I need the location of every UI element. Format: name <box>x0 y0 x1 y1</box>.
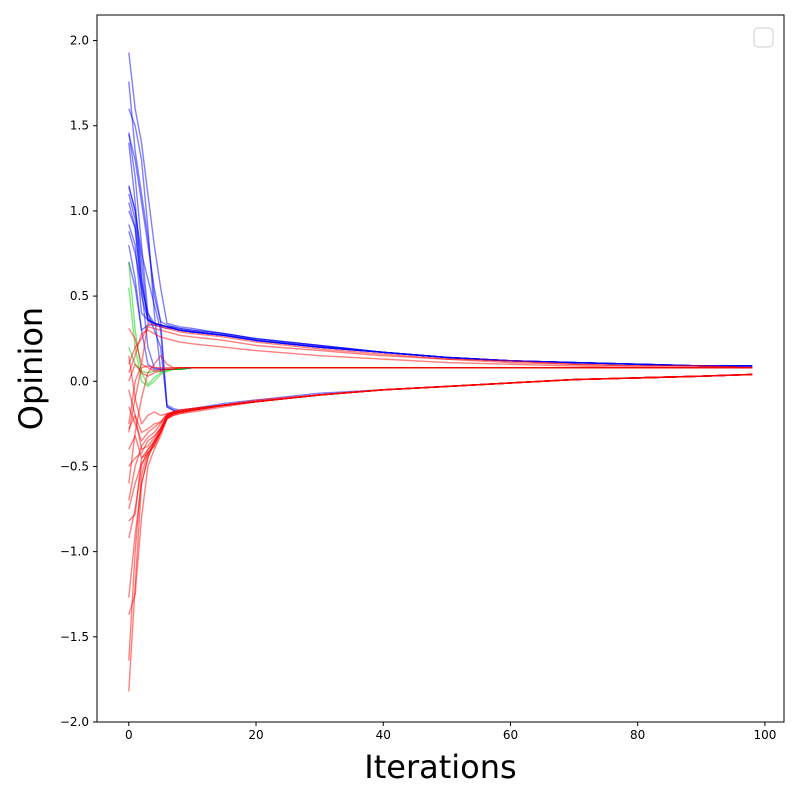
plot-frame <box>96 14 785 723</box>
series-line-blue-9 <box>128 244 753 367</box>
x-tick-label: 100 <box>753 728 776 742</box>
series-line-red-21 <box>128 373 753 510</box>
x-tick-label: 20 <box>248 728 263 742</box>
y-tick-label: 0.0 <box>70 374 89 388</box>
y-tick-label: −2.0 <box>60 715 89 729</box>
y-tick-label: 1.5 <box>70 119 89 133</box>
y-axis-title: Opinion <box>12 307 50 430</box>
y-tick-label: −1.0 <box>60 545 89 559</box>
y-tick-label: −0.5 <box>60 459 89 473</box>
y-tick-label: −1.5 <box>60 630 89 644</box>
series-layer <box>128 52 753 692</box>
x-tick-label: 40 <box>376 728 391 742</box>
x-tick-label: 60 <box>503 728 518 742</box>
series-line-red-2 <box>128 326 753 369</box>
series-line-red-3 <box>128 329 753 374</box>
legend-box <box>753 27 774 48</box>
x-tick-label: 80 <box>630 728 645 742</box>
x-axis-title: Iterations <box>364 748 516 786</box>
y-tick-label: 1.0 <box>70 204 89 218</box>
y-axis-ticks: −2.0 −1.5 −1.0 −0.5 0.0 0.5 1.0 1.5 2.0 <box>60 34 97 729</box>
series-line-red-7 <box>128 355 753 484</box>
x-tick-label: 0 <box>125 728 133 742</box>
y-tick-label: 0.5 <box>70 289 89 303</box>
y-tick-label: 2.0 <box>70 34 89 48</box>
x-axis-ticks: 0 20 40 60 80 100 <box>125 722 776 742</box>
